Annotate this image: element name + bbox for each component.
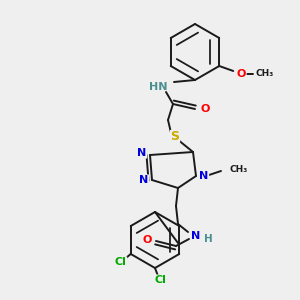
- Text: Cl: Cl: [154, 275, 166, 285]
- Text: H: H: [204, 234, 212, 244]
- Text: N: N: [200, 171, 208, 181]
- Text: N: N: [191, 231, 201, 241]
- Text: Cl: Cl: [115, 257, 127, 267]
- Text: O: O: [237, 69, 246, 79]
- Text: CH₃: CH₃: [255, 70, 274, 79]
- Text: O: O: [142, 235, 152, 245]
- Text: S: S: [170, 130, 179, 143]
- Text: CH₃: CH₃: [229, 164, 247, 173]
- Text: N: N: [140, 175, 148, 185]
- Text: N: N: [137, 148, 147, 158]
- Text: O: O: [200, 104, 210, 114]
- Text: HN: HN: [149, 82, 168, 92]
